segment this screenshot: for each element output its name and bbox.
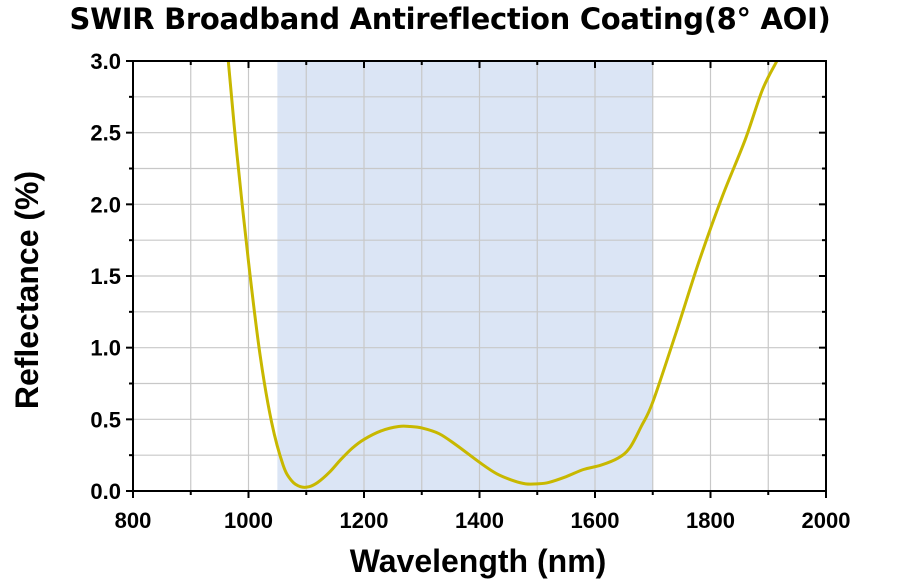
y-tick-label: 3.0 — [90, 49, 121, 74]
series-line-0 — [226, 60, 779, 489]
x-tick-label: 1400 — [455, 508, 504, 533]
y-axis-label: Reflectance (%) — [9, 171, 45, 409]
x-axis-label: Wavelength (nm) — [350, 543, 607, 579]
y-tick-label: 1.0 — [90, 336, 121, 361]
x-tick-label: 1200 — [340, 508, 389, 533]
y-tick-label: 0.0 — [90, 479, 121, 504]
chart-title: SWIR Broadband Antireflection Coating(8°… — [69, 2, 831, 36]
x-tick-label: 800 — [115, 508, 152, 533]
y-tick-label: 2.0 — [90, 192, 121, 217]
y-tick-label: 1.5 — [90, 264, 121, 289]
x-tick-label: 1000 — [224, 508, 273, 533]
y-tick-label: 2.5 — [90, 121, 121, 146]
y-tick-label: 0.5 — [90, 407, 121, 432]
x-tick-label: 2000 — [802, 508, 851, 533]
x-tick-label: 1600 — [571, 508, 620, 533]
x-tick-label: 1800 — [686, 508, 735, 533]
